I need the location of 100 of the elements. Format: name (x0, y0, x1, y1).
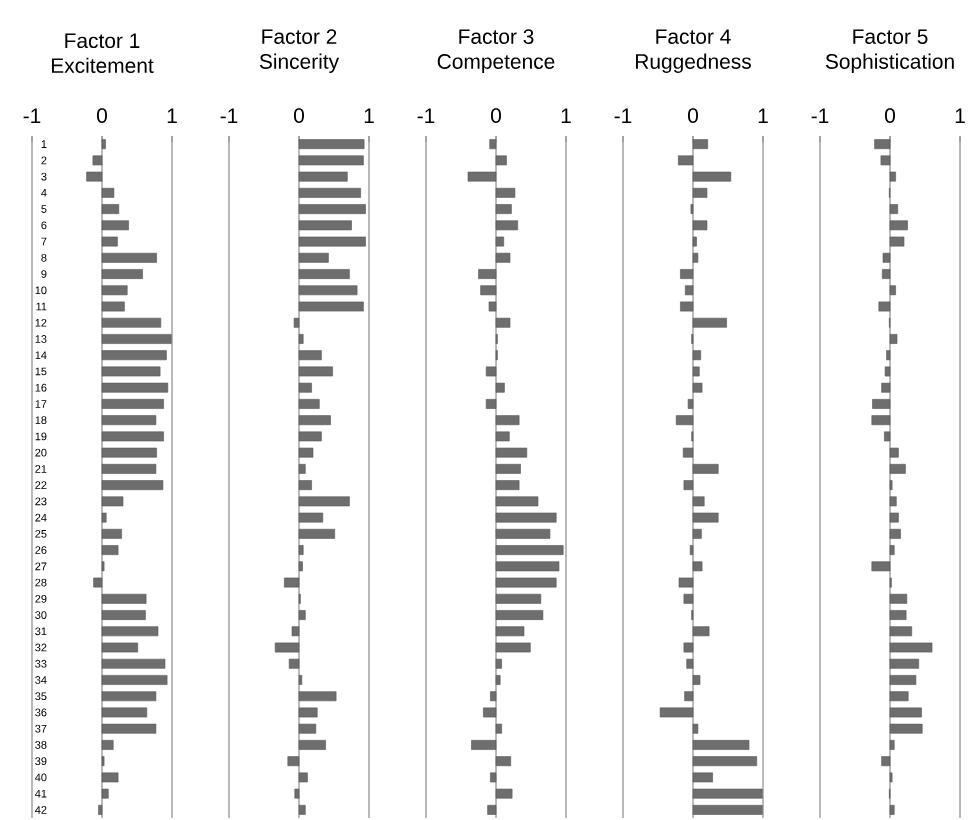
bar (101, 187, 115, 198)
bar (101, 545, 119, 555)
bar (495, 317, 511, 328)
bar (495, 480, 520, 491)
x-tick-label: 1 (955, 108, 965, 123)
bar (495, 545, 564, 555)
chart-subtitle: Ruggedness (635, 53, 751, 74)
bar (889, 236, 905, 247)
bar (495, 447, 528, 458)
bar (471, 740, 497, 750)
bar (495, 723, 502, 734)
bar (495, 236, 504, 247)
bar (495, 593, 542, 604)
bar (298, 301, 364, 312)
bar (298, 382, 312, 393)
bar (495, 512, 557, 523)
bar (101, 252, 157, 263)
bar (889, 447, 899, 458)
bar (889, 675, 917, 685)
bar (298, 220, 352, 231)
bar (480, 285, 497, 296)
bar (881, 382, 891, 393)
bar (101, 317, 162, 328)
bar (101, 415, 157, 426)
bar (101, 512, 107, 523)
bar (495, 788, 513, 799)
bar (298, 804, 306, 815)
x-tick-label: 0 (294, 108, 304, 123)
bar (495, 626, 525, 637)
bar (288, 658, 300, 669)
bar (298, 480, 312, 491)
bar (495, 528, 551, 539)
bar (889, 804, 895, 815)
bar (889, 626, 913, 637)
bar (889, 691, 909, 702)
chart-subtitle: Sincerity (259, 53, 340, 74)
bar (101, 707, 148, 718)
bar (101, 236, 118, 247)
bar (274, 642, 300, 653)
bar (298, 187, 361, 198)
bar (298, 155, 364, 166)
chart-title: Factor 2 (262, 29, 337, 44)
bar (298, 269, 350, 279)
bar (298, 415, 331, 426)
bar (889, 707, 922, 718)
bar (101, 675, 168, 685)
bar (86, 171, 103, 182)
x-tick-label: 0 (491, 108, 501, 123)
bar (101, 788, 109, 799)
bar (298, 545, 304, 555)
x-tick-label: 0 (97, 108, 107, 123)
bar (298, 512, 324, 523)
bar (101, 447, 157, 458)
bar (884, 431, 891, 442)
bar (93, 577, 103, 588)
x-tick-label: 1 (364, 108, 374, 123)
bar (872, 399, 891, 409)
bar (490, 691, 497, 702)
bar (298, 350, 322, 361)
bar (889, 496, 897, 507)
bar (101, 772, 119, 783)
bar (874, 139, 891, 150)
bar (101, 220, 129, 231)
bar (882, 269, 891, 279)
bar (495, 577, 557, 588)
bar (871, 415, 891, 426)
bar (101, 610, 146, 620)
chart-subtitle: Competence (437, 54, 555, 74)
bar (298, 691, 337, 702)
x-tick-label: -1 (614, 108, 632, 123)
x-tick-label: 1 (758, 108, 768, 123)
bar (287, 756, 300, 767)
bar (478, 269, 497, 279)
bar (884, 366, 891, 377)
x-tick-label: 1 (561, 108, 571, 123)
chart-title: Factor 1 (65, 33, 140, 49)
chart-subtitle: Excitement (51, 57, 154, 74)
bar (101, 593, 147, 604)
bar (889, 171, 896, 182)
bar (101, 480, 164, 491)
x-tick-label: 0 (688, 108, 698, 123)
bar (495, 415, 520, 426)
bar (467, 171, 497, 182)
bar (101, 285, 128, 296)
bar (882, 252, 891, 263)
chart-title: Factor 5 (853, 29, 928, 44)
bar (101, 334, 172, 344)
bar (298, 334, 304, 344)
bar (495, 204, 512, 214)
bar (495, 155, 507, 166)
bar (101, 723, 157, 734)
bar (881, 756, 891, 767)
bar (889, 334, 898, 344)
bar (101, 269, 143, 279)
bar (101, 740, 114, 750)
x-tick-label: 1 (167, 108, 177, 123)
bar (889, 593, 908, 604)
bar (495, 756, 511, 767)
bar (298, 431, 322, 442)
bar (487, 804, 497, 815)
